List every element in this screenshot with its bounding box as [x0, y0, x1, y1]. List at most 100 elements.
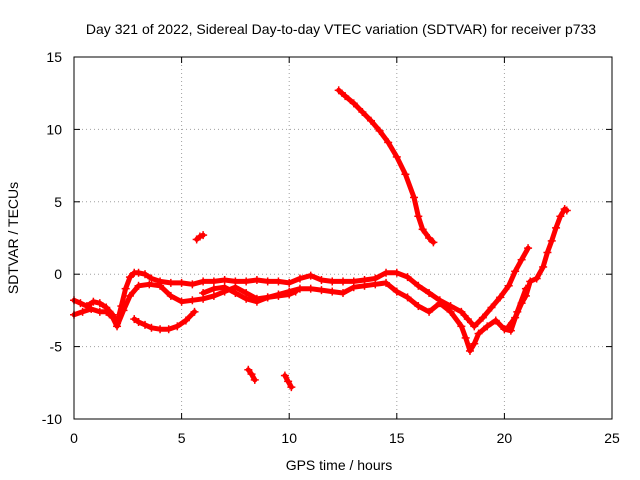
data-point — [457, 307, 466, 316]
data-point — [147, 274, 156, 283]
data-point — [474, 329, 483, 338]
data-point — [435, 299, 444, 308]
y-tick-label: -5 — [50, 339, 63, 355]
data-point — [220, 275, 229, 284]
series-sdtvar-short-1 — [192, 231, 208, 244]
data-point — [188, 296, 197, 305]
data-point — [134, 317, 143, 326]
data-point — [517, 255, 526, 264]
data-point — [209, 277, 218, 286]
data-point — [414, 281, 423, 290]
data-point — [247, 370, 256, 379]
data-point — [425, 234, 434, 242]
data-point — [349, 283, 358, 292]
data-point — [470, 339, 479, 348]
data-point — [190, 307, 199, 316]
data-point — [89, 297, 98, 306]
data-point — [134, 281, 143, 290]
y-tick-label: 0 — [54, 266, 62, 282]
series-sdtvar-mid-arc — [199, 283, 300, 306]
data-point — [87, 304, 96, 313]
data-point — [366, 116, 375, 125]
data-point — [339, 277, 347, 286]
series-trace — [200, 284, 299, 305]
y-axis-label: SDTVAR / TECUs — [5, 182, 21, 294]
series-sdtvar-short-3 — [280, 371, 296, 392]
data-point — [250, 375, 259, 384]
chart-title: Day 321 of 2022, Sidereal Day-to-day VTE… — [86, 21, 596, 37]
data-point — [280, 371, 289, 380]
data-point — [334, 86, 343, 95]
data-point — [461, 333, 470, 342]
data-point — [517, 299, 526, 308]
data-point — [401, 170, 410, 179]
data-point — [496, 293, 505, 302]
data-point — [483, 322, 492, 331]
data-point — [521, 291, 530, 300]
data-point — [285, 278, 294, 287]
data-point — [141, 320, 150, 329]
data-point — [403, 273, 412, 282]
data-point — [504, 322, 513, 331]
data-point — [102, 307, 111, 316]
y-tick-label: 15 — [46, 49, 62, 65]
x-tick-label: 5 — [178, 430, 186, 446]
data-point — [371, 280, 380, 289]
data-point — [384, 138, 393, 147]
data-point — [188, 280, 197, 289]
data-point — [252, 275, 261, 284]
data-point — [465, 346, 474, 355]
series-trace — [71, 280, 529, 354]
data-point — [274, 277, 283, 286]
data-point — [263, 293, 272, 302]
series-sdtvar-band-b — [70, 278, 530, 355]
data-point — [141, 270, 150, 279]
series-sdtvar-short-2 — [244, 365, 259, 384]
data-point — [487, 303, 496, 312]
data-point — [199, 289, 208, 298]
y-tick-label: -10 — [42, 411, 62, 427]
data-series — [70, 86, 571, 392]
data-point — [145, 280, 154, 289]
data-point — [285, 290, 294, 299]
data-point — [113, 322, 122, 331]
data-point — [500, 325, 509, 334]
data-point — [108, 313, 117, 322]
x-axis-label: GPS time / hours — [286, 457, 393, 473]
data-point — [392, 152, 401, 161]
data-point — [76, 299, 85, 308]
data-point — [173, 322, 182, 331]
data-point — [539, 262, 548, 271]
data-point — [339, 289, 347, 298]
data-point — [181, 316, 190, 325]
data-point — [287, 383, 296, 392]
data-point — [220, 283, 229, 292]
y-tick-labels: 15 10 5 0 -5 -10 — [42, 49, 62, 427]
series-sdtvar-tail — [504, 205, 571, 331]
data-point — [511, 313, 520, 322]
data-point — [562, 206, 571, 215]
y-tick-label: 5 — [54, 194, 62, 210]
data-point — [177, 278, 186, 287]
data-point — [95, 299, 104, 308]
x-tick-labels: 0 5 10 15 20 25 — [70, 430, 620, 446]
data-point — [418, 225, 427, 234]
data-point — [295, 274, 304, 283]
data-point — [414, 302, 423, 311]
data-point — [410, 193, 419, 202]
data-point — [306, 271, 315, 280]
data-point — [242, 294, 251, 303]
data-point — [328, 277, 337, 286]
data-point — [506, 326, 515, 335]
data-point — [341, 92, 350, 101]
data-point — [360, 281, 369, 290]
data-point — [524, 244, 533, 253]
data-point — [244, 365, 253, 374]
series-sdtvar-band-a — [70, 244, 533, 331]
data-point — [156, 281, 165, 290]
data-point — [425, 289, 434, 298]
data-point — [284, 377, 293, 386]
series-sdtvar-high-arc — [334, 86, 438, 247]
data-point — [295, 284, 304, 293]
